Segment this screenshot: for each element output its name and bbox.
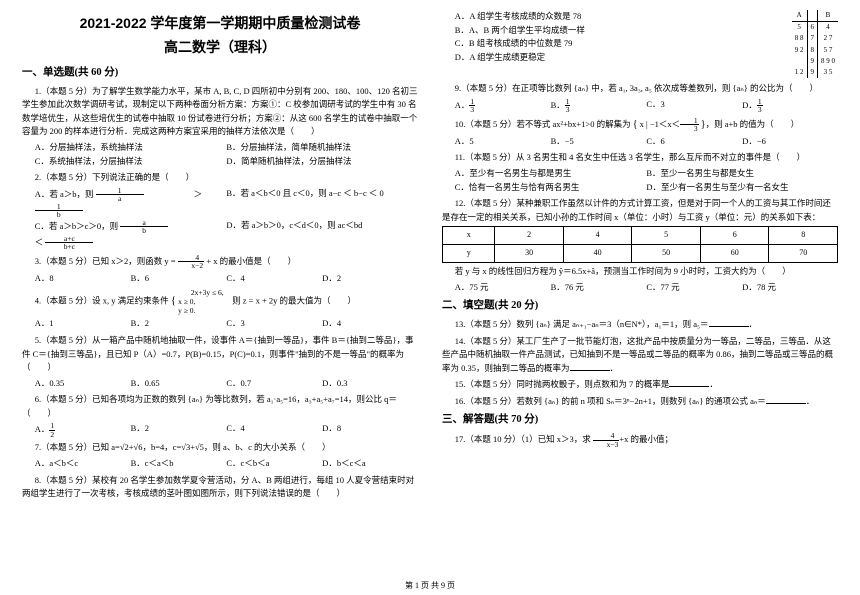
q8-opt-a: A．A 组学生考核成绩的众数是 78 xyxy=(455,10,838,24)
q8-opt-c: C．B 组考核成绩的中位数是 79 xyxy=(455,37,838,51)
exam-sub-title: 高二数学（理科） xyxy=(22,36,418,58)
question-14: 14.（本题 5 分）某工厂生产了一批节能灯泡，这批产品中按质量分为一等品，二等… xyxy=(442,335,838,376)
q3-opt-c: C．4 xyxy=(226,272,322,286)
q2-opt-c: C．若 a＞b＞c＞0，则 ab ＜ a+cb+c xyxy=(35,219,227,251)
q12-tail: 若 y 与 x 的线性回归方程为 ŷ＝6.5x+â，预测当工作时间为 9 小时时… xyxy=(455,265,838,279)
q1-options: A．分层抽样法，系统抽样法 B．分层抽样法，简单随机抽样法 C．系统抽样法，分层… xyxy=(35,141,418,168)
q9-opt-c: C．3 xyxy=(646,98,742,114)
q9-options: A．13 B．13 C．3 D．13 xyxy=(455,98,838,114)
left-column: 2021-2022 学年度第一学期期中质量检测试卷 高二数学（理科） 一、单选题… xyxy=(22,10,418,591)
q10-opt-b: B．−5 xyxy=(551,135,647,149)
question-16: 16.（本题 5 分）若数列 {aₙ} 的前 n 项和 Sₙ＝3ⁿ−2n+1，则… xyxy=(442,395,838,409)
q7-opt-b: B．c＜a＜b xyxy=(131,457,227,471)
q12-opt-c: C．77 元 xyxy=(646,281,742,295)
question-8: 8.（本题 5 分）某校有 20 名学生参加数学夏令营活动，分 A、B 两组进行… xyxy=(22,474,418,501)
sl-col-a: A xyxy=(792,10,807,22)
q11-opt-b: B．至少一名男生与都是女生 xyxy=(646,167,838,181)
q4-opt-c: C．3 xyxy=(226,317,322,331)
q8-opt-b: B．A、B 两个组学生平均成绩一样 xyxy=(455,24,838,38)
q10-opt-d: D．−6 xyxy=(742,135,838,149)
q4-opt-d: D．4 xyxy=(322,317,418,331)
question-2: 2.（本题 5 分）下列说法正确的是（ ） xyxy=(22,171,418,185)
q7-options: A．a＜b＜c B．c＜a＜b C．c＜b＜a D．b＜c＜a xyxy=(35,457,418,471)
blank-14 xyxy=(570,362,610,371)
q9-opt-d: D．13 xyxy=(742,98,838,114)
q11-opt-d: D．至少有一名男生与至少有一名女生 xyxy=(646,181,838,195)
q3-opt-b: B．6 xyxy=(131,272,227,286)
q12-opt-a: A．75 元 xyxy=(455,281,551,295)
question-13: 13.（本题 5 分）数列 {aₙ} 满足 aₙ₊₁−aₙ＝3（n∈N*），a₁… xyxy=(442,318,838,332)
q4-options: A．1 B．2 C．3 D．4 xyxy=(35,317,418,331)
q1-opt-d: D．简单随机抽样法，分层抽样法 xyxy=(226,155,418,169)
q5-opt-c: C．0.7 xyxy=(226,377,322,391)
q11-opt-c: C．恰有一名男生与恰有两名男生 xyxy=(455,181,647,195)
question-15: 15.（本题 5 分）同时抛两枚骰子，则点数和为 7 的概率是． xyxy=(442,378,838,392)
q5-opt-a: A．0.35 xyxy=(35,377,131,391)
q3-options: A．8 B．6 C．4 D．2 xyxy=(35,272,418,286)
q7-opt-d: D．b＜c＜a xyxy=(322,457,418,471)
q3-opt-d: D．2 xyxy=(322,272,418,286)
exam-main-title: 2021-2022 学年度第一学期期中质量检测试卷 xyxy=(22,12,418,34)
q9-opt-b: B．13 xyxy=(551,98,647,114)
q10-opt-c: C．6 xyxy=(646,135,742,149)
q7-opt-c: C．c＜b＜a xyxy=(226,457,322,471)
q10-options: A．5 B．−5 C．6 D．−6 xyxy=(455,135,838,149)
q6-opt-d: D．8 xyxy=(322,422,418,438)
q7-opt-a: A．a＜b＜c xyxy=(35,457,131,471)
section-3-heading: 三、解答题(共 70 分) xyxy=(442,412,838,429)
question-7: 7.（本题 5 分）已知 a=√2+√6，b=4，c=√3+√5，则 a、b、c… xyxy=(22,441,418,455)
q1-opt-a: A．分层抽样法，系统抽样法 xyxy=(35,141,227,155)
question-11: 11.（本题 5 分）从 3 名男生和 4 名女生中任选 3 名学生，那么互斥而… xyxy=(442,151,838,165)
q2-opt-a: A．若 a＞b，则 1a ＞ 1b xyxy=(35,187,227,219)
q5-options: A．0.35 B．0.65 C．0.7 D．0.3 xyxy=(35,377,418,391)
sl-col-b: B xyxy=(818,10,839,22)
q1-opt-b: B．分层抽样法，简单随机抽样法 xyxy=(226,141,418,155)
q10-opt-a: A．5 xyxy=(455,135,551,149)
q9-opt-a: A．13 xyxy=(455,98,551,114)
question-12: 12.（本题 5 分）某种兼职工作虽然以计件的方式计算工资，但是对于同一个人的工… xyxy=(442,197,838,224)
question-4: 4.（本题 5 分）设 x, y 满足约束条件 { 2x+3y ≤ 6,x ≥ … xyxy=(22,288,418,315)
q1-opt-c: C．系统抽样法，分层抽样法 xyxy=(35,155,227,169)
question-17: 17.（本题 10 分）（1）已知 x＞3，求 4x−3+x 的最小值； xyxy=(442,432,838,448)
sl-col-stem xyxy=(807,10,818,22)
blank-15 xyxy=(669,378,709,387)
q12-table: x 2 4 5 6 8 y 30 40 50 60 70 xyxy=(442,226,838,263)
q2-opt-d: D．若 a＞b＞0，c＜d＜0，则 ac＜bd xyxy=(226,219,418,251)
q4-opt-b: B．2 xyxy=(131,317,227,331)
stem-leaf-plot: AB 564 8 872 7 9 285 7 98 9 0 1 293 5 xyxy=(792,10,838,78)
q3-opt-a: A．8 xyxy=(35,272,131,286)
section-2-heading: 二、填空题(共 20 分) xyxy=(442,298,838,315)
q2-opt-b: B．若 a＜b＜0 且 c＜0，则 a−c ＜ b−c ＜ 0 xyxy=(226,187,418,219)
q5-opt-d: D．0.3 xyxy=(322,377,418,391)
q6-opt-a: A．12 xyxy=(35,422,131,438)
q5-opt-b: B．0.65 xyxy=(131,377,227,391)
question-6: 6.（本题 5 分）已知各项均为正数的数列 {aₙ} 为等比数列，若 a₁·a₅… xyxy=(22,393,418,420)
q2-options: A．若 a＞b，则 1a ＞ 1b B．若 a＜b＜0 且 c＜0，则 a−c … xyxy=(35,187,418,251)
blank-16 xyxy=(766,395,806,404)
right-column: AB 564 8 872 7 9 285 7 98 9 0 1 293 5 A．… xyxy=(442,10,838,591)
blank-13 xyxy=(709,318,749,327)
q11-opt-a: A．至少有一名男生与都是男生 xyxy=(455,167,647,181)
question-10: 10.（本题 5 分）若不等式 ax²+bx+1>0 的解集为 { x | −1… xyxy=(442,117,838,133)
q4-opt-a: A．1 xyxy=(35,317,131,331)
section-1-heading: 一、单选题(共 60 分) xyxy=(22,65,418,82)
page-footer: 第 1 页 共 9 页 xyxy=(0,580,860,593)
q12-options: A．75 元 B．76 元 C．77 元 D．78 元 xyxy=(455,281,838,295)
q12-opt-b: B．76 元 xyxy=(551,281,647,295)
q12-opt-d: D．78 元 xyxy=(742,281,838,295)
question-9: 9.（本题 5 分）在正项等比数列 {aₙ} 中，若 a₁, 3a₃, a₅ 依… xyxy=(442,82,838,96)
q6-opt-b: B．2 xyxy=(131,422,227,438)
question-1: 1.（本题 5 分）为了解学生数学能力水平，某市 A, B, C, D 四所初中… xyxy=(22,85,418,139)
q8-opt-d: D．A 组学生成绩更稳定 xyxy=(455,51,838,65)
question-3: 3.（本题 5 分）已知 x＞2，则函数 y = 4x−2 + x 的最小值是（… xyxy=(22,254,418,270)
question-5: 5.（本题 5 分）从一箱产品中随机地抽取一件，设事件 A＝{抽到一等品}，事件… xyxy=(22,334,418,375)
q6-options: A．12 B．2 C．4 D．8 xyxy=(35,422,418,438)
q11-options: A．至少有一名男生与都是男生 B．至少一名男生与都是女生 C．恰有一名男生与恰有… xyxy=(455,167,838,194)
q6-opt-c: C．4 xyxy=(226,422,322,438)
